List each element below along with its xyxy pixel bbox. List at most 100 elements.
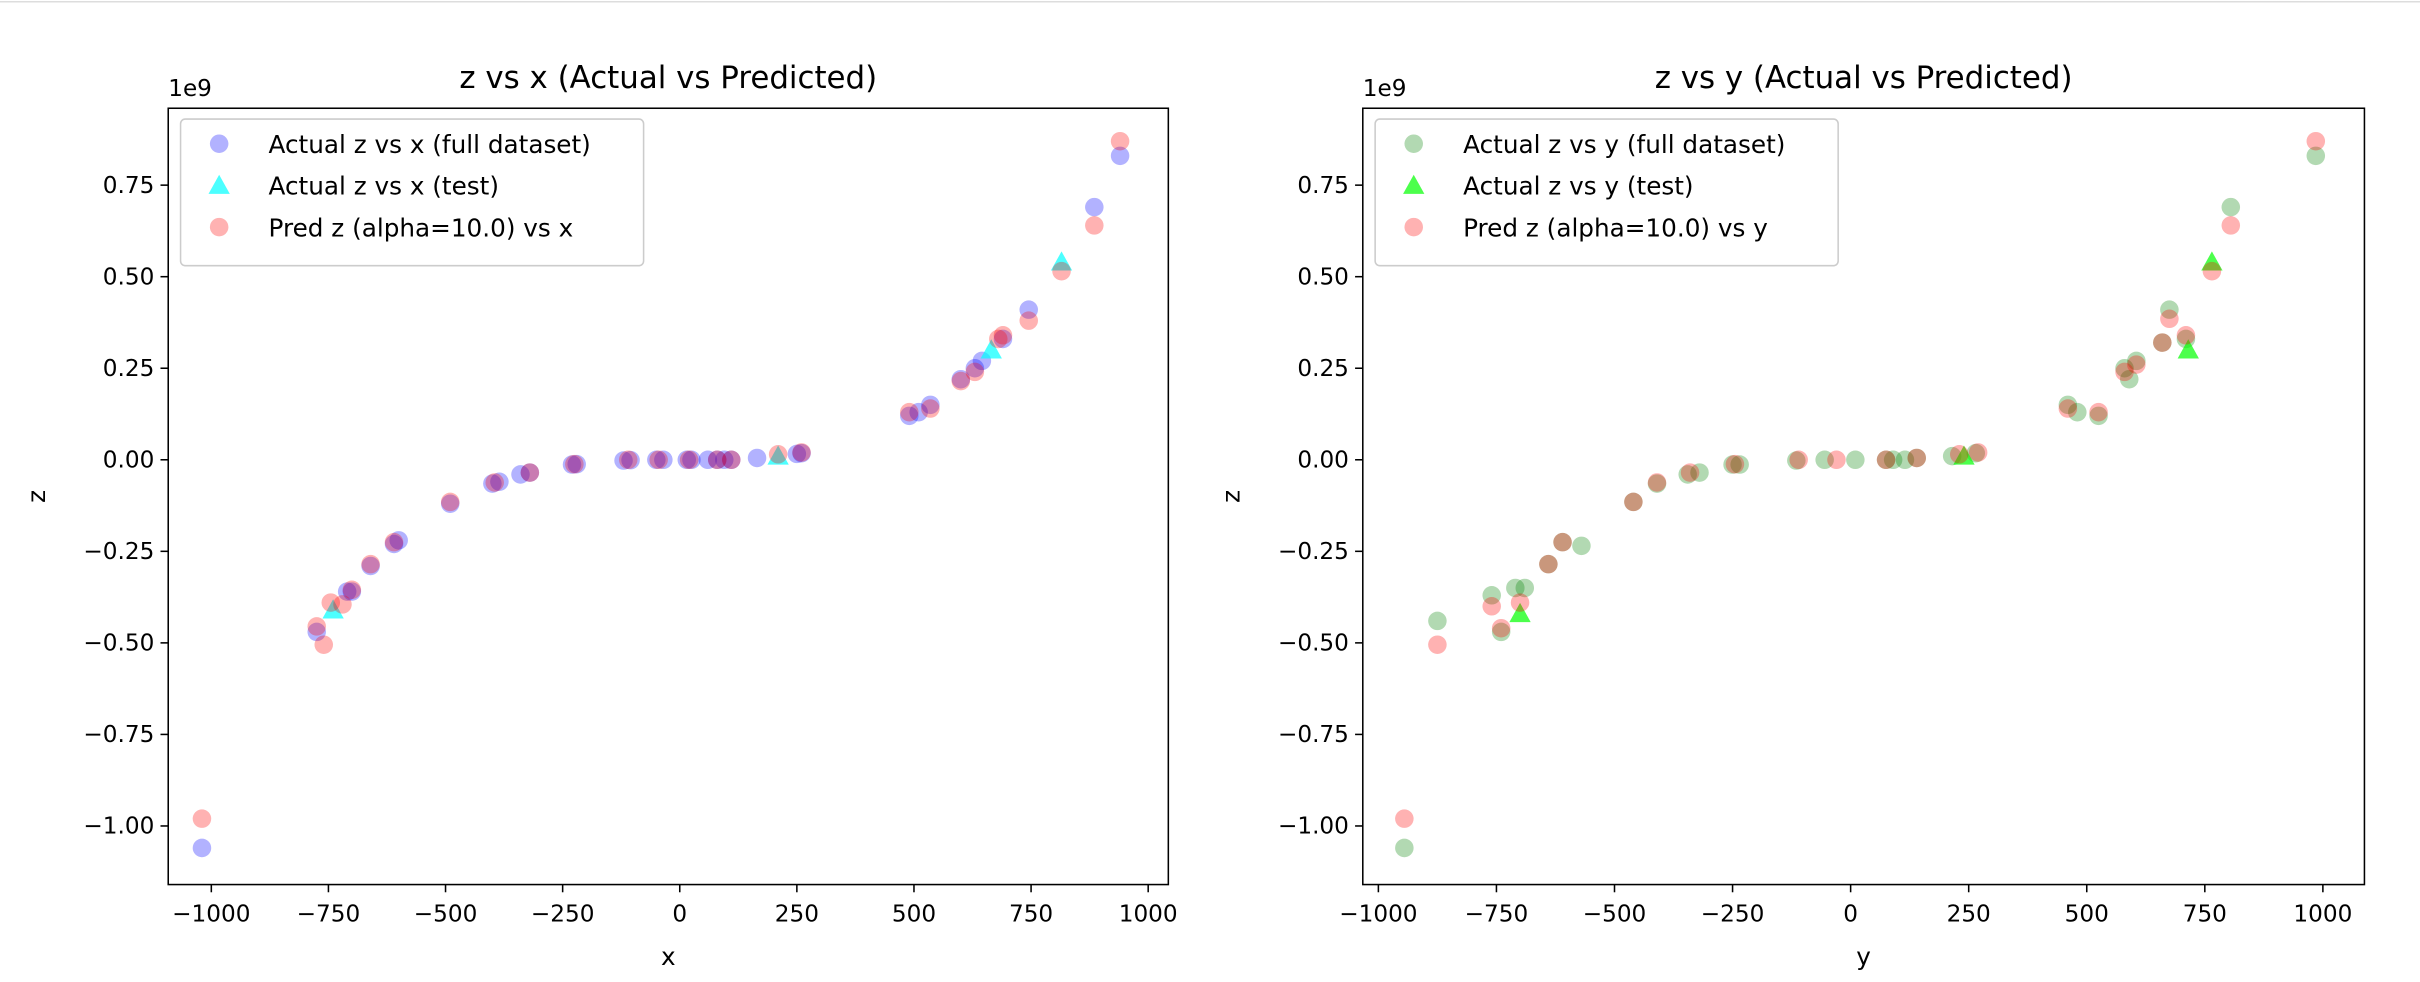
- point: [1510, 593, 1530, 612]
- point: [333, 595, 352, 614]
- point: [618, 450, 638, 470]
- point: [1787, 451, 1806, 470]
- point: [707, 450, 727, 470]
- legend-label: Actual z vs y (test): [1463, 172, 1693, 201]
- y-axis-label: z: [22, 490, 51, 503]
- point: [1110, 146, 1130, 166]
- x-tick-label: −250: [1701, 902, 1765, 928]
- point: [1428, 611, 1447, 631]
- y-tick-label: −0.25: [1278, 539, 1349, 565]
- legend-box: [1374, 118, 1839, 267]
- y-tick-label: 0.25: [103, 356, 155, 382]
- point: [1482, 586, 1501, 605]
- point: [2221, 197, 2241, 217]
- point: [567, 454, 586, 474]
- point: [1572, 536, 1591, 556]
- y-tick-label: −0.75: [83, 722, 154, 748]
- point: [307, 617, 326, 636]
- point: [1553, 532, 1572, 552]
- y-tick-label: −1.00: [83, 814, 154, 840]
- triangle-point: [1403, 174, 1425, 194]
- legend-label: Actual z vs x (full dataset): [269, 130, 591, 159]
- legend-label: Actual z vs x (test): [269, 172, 499, 201]
- legend-box: [179, 118, 645, 267]
- y-tick-label: −0.50: [83, 631, 154, 657]
- point: [792, 443, 811, 463]
- point: [1395, 838, 1414, 858]
- point: [2058, 399, 2078, 418]
- point: [679, 450, 699, 470]
- point: [1827, 450, 1846, 470]
- point: [1680, 463, 1700, 482]
- triangle-point: [322, 599, 344, 619]
- point: [2089, 406, 2108, 426]
- point: [520, 463, 540, 482]
- point: [2119, 369, 2139, 389]
- point: [192, 809, 212, 828]
- triangle-point: [1509, 602, 1531, 623]
- point: [965, 358, 985, 378]
- y-tick-label: −0.50: [1278, 631, 1349, 657]
- point: [1553, 532, 1572, 552]
- point: [1491, 622, 1511, 642]
- y-tick-label: 0.50: [103, 264, 155, 290]
- x-tick-label: 500: [892, 902, 936, 928]
- point: [1815, 450, 1834, 470]
- x-tick-label: −500: [414, 902, 478, 928]
- point: [2160, 300, 2179, 319]
- point: [2068, 402, 2087, 422]
- point: [1539, 554, 1558, 574]
- y-tick-label: −0.25: [83, 539, 154, 565]
- chart-title: z vs x (Actual vs Predicted): [459, 60, 877, 96]
- point: [485, 473, 504, 492]
- x-tick-label: −500: [1583, 902, 1647, 928]
- point: [2153, 333, 2172, 352]
- x-tick-label: 1000: [2293, 902, 2352, 928]
- point: [1966, 443, 1986, 463]
- point: [2221, 216, 2241, 235]
- point: [921, 395, 940, 415]
- plot-frame: [167, 107, 1170, 886]
- point: [483, 474, 502, 493]
- x-tick-label: 0: [672, 902, 687, 928]
- point: [1404, 134, 1423, 154]
- x-tick-label: 500: [2065, 902, 2109, 928]
- point: [511, 465, 530, 484]
- x-tick-label: −1000: [1339, 902, 1417, 928]
- point: [1949, 445, 1969, 464]
- point: [384, 532, 404, 552]
- point: [768, 445, 788, 464]
- point: [337, 582, 357, 601]
- chart: z vs y (Actual vs Predicted) 1e9 y z −1000 −7…: [1216, 60, 2366, 971]
- point: [921, 399, 940, 418]
- point: [2153, 333, 2172, 352]
- point: [965, 362, 985, 382]
- point: [1647, 473, 1667, 492]
- point: [2176, 326, 2196, 345]
- point: [989, 329, 1008, 349]
- plot-frame: [1362, 107, 2366, 886]
- point: [677, 450, 697, 470]
- chart-title: z vs y (Actual vs Predicted): [1655, 60, 2073, 96]
- point: [714, 450, 734, 470]
- point: [384, 534, 404, 554]
- point: [909, 402, 928, 422]
- point: [209, 134, 229, 154]
- x-tick-label: 750: [2183, 902, 2227, 928]
- point: [2306, 146, 2326, 166]
- point: [1491, 618, 1511, 638]
- point: [389, 531, 408, 550]
- point: [361, 554, 380, 574]
- x-tick-label: 250: [775, 902, 819, 928]
- triangle-point: [767, 445, 789, 465]
- point: [1052, 261, 1071, 281]
- point: [361, 556, 380, 576]
- x-axis-label: y: [1856, 942, 1871, 971]
- point: [2058, 395, 2078, 415]
- y-tick-label: −1.00: [1278, 814, 1349, 840]
- x-tick-label: −1000: [172, 902, 250, 928]
- point: [1019, 311, 1038, 330]
- point: [747, 448, 767, 468]
- point: [1876, 450, 1896, 470]
- point: [900, 406, 919, 426]
